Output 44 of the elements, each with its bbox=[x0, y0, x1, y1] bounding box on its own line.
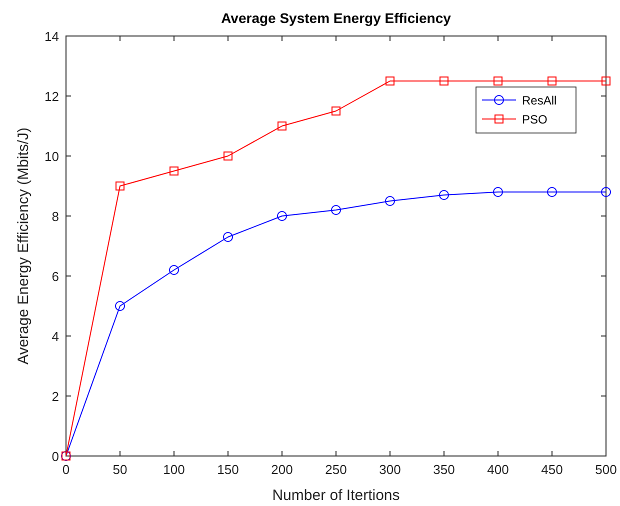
point bbox=[116, 182, 124, 190]
x-tick-label: 300 bbox=[379, 462, 401, 477]
point bbox=[439, 190, 449, 200]
y-tick-label: 14 bbox=[44, 29, 59, 44]
point bbox=[170, 166, 178, 176]
x-tick-label: 200 bbox=[271, 462, 293, 477]
x-tick-label: 250 bbox=[325, 462, 347, 477]
point bbox=[602, 76, 610, 86]
point bbox=[331, 205, 341, 215]
y-tick-label: 6 bbox=[52, 269, 59, 284]
point bbox=[277, 211, 287, 221]
point bbox=[601, 187, 611, 197]
point bbox=[332, 106, 340, 116]
x-tick-label: 100 bbox=[163, 462, 185, 477]
point bbox=[494, 76, 502, 86]
x-tick-label: 500 bbox=[595, 462, 617, 477]
x-tick-label: 50 bbox=[112, 462, 128, 477]
point bbox=[224, 152, 232, 160]
y-tick-label: 2 bbox=[52, 389, 59, 404]
point bbox=[493, 187, 503, 197]
x-tick-label: 400 bbox=[487, 462, 509, 477]
y-tick-label: 12 bbox=[44, 89, 59, 104]
point bbox=[169, 265, 179, 275]
legend-label: PSO bbox=[522, 112, 548, 126]
point bbox=[385, 196, 395, 206]
chart-title: Average System Energy Efficiency bbox=[221, 10, 452, 26]
x-tick-label: 350 bbox=[433, 462, 455, 477]
x-tick-label: 0 bbox=[62, 462, 70, 477]
legend-label: ResAll bbox=[522, 94, 557, 108]
point bbox=[115, 301, 125, 311]
x-tick-label: 150 bbox=[217, 462, 239, 477]
x-tick-label: 450 bbox=[541, 462, 563, 477]
point bbox=[223, 232, 233, 242]
point bbox=[548, 76, 556, 86]
point bbox=[386, 76, 394, 86]
y-tick-label: 4 bbox=[52, 329, 59, 344]
point bbox=[278, 122, 286, 130]
point bbox=[547, 187, 557, 197]
x-axis-title: Number of Itertions bbox=[272, 487, 400, 504]
y-tick-label: 10 bbox=[44, 149, 59, 164]
y-tick-label: 0 bbox=[52, 449, 59, 464]
y-axis-title: Average Energy Efficiency (Mbits/J) bbox=[15, 127, 32, 365]
point bbox=[440, 76, 448, 86]
y-tick-label: 8 bbox=[52, 209, 59, 224]
